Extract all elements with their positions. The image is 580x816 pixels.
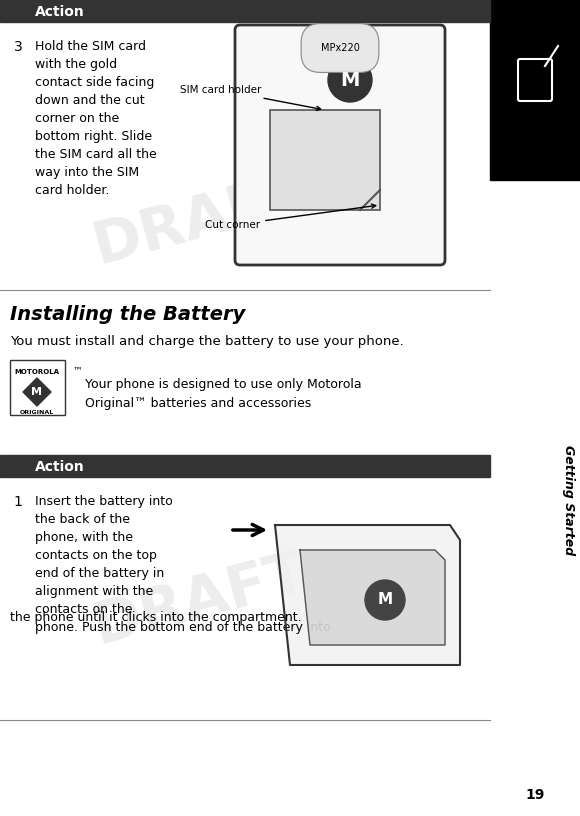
Bar	[0, 455, 490, 477]
Text: 3: 3	[13, 40, 23, 54]
Text: ™: ™	[73, 365, 83, 375]
Text: Hold the SIM card
with the gold
contact side facing
down and the cut
corner on t: Hold the SIM card with the gold contact …	[35, 40, 157, 197]
FancyBboxPatch shape	[235, 25, 445, 265]
Text: Cut corner: Cut corner	[205, 204, 376, 230]
Text: Insert the battery into
the back of the
phone, with the
contacts on the top
end : Insert the battery into the back of the …	[35, 495, 331, 634]
Text: DRAFT: DRAFT	[87, 164, 313, 276]
Text: DRAFT: DRAFT	[87, 544, 313, 656]
FancyBboxPatch shape	[10, 360, 65, 415]
Bar	[0, 0, 490, 22]
Text: the phone until it clicks into the compartment.: the phone until it clicks into the compa…	[10, 611, 302, 624]
Text: You must install and charge the battery to use your phone.: You must install and charge the battery …	[10, 335, 404, 348]
Text: M: M	[340, 70, 360, 90]
Text: ORIGINAL: ORIGINAL	[20, 410, 54, 415]
Text: Getting Started: Getting Started	[561, 445, 575, 555]
Text: 1: 1	[13, 495, 23, 509]
Text: MPx220: MPx220	[321, 43, 360, 53]
Polygon shape	[23, 378, 51, 406]
Text: M: M	[31, 387, 42, 397]
Text: M: M	[378, 592, 393, 607]
Text: Action: Action	[35, 460, 85, 474]
Text: Action: Action	[35, 5, 85, 19]
Polygon shape	[300, 550, 445, 645]
Bar	[490, 0, 580, 180]
FancyBboxPatch shape	[270, 110, 380, 210]
Circle shape	[328, 58, 372, 102]
Text: Installing the Battery: Installing the Battery	[10, 305, 245, 324]
Circle shape	[365, 580, 405, 620]
Text: SIM card holder: SIM card holder	[180, 85, 321, 110]
Text: MOTOROLA: MOTOROLA	[14, 369, 60, 375]
Text: 19: 19	[525, 788, 545, 802]
Polygon shape	[275, 525, 460, 665]
Text: Your phone is designed to use only Motorola
Original™ batteries and accessories: Your phone is designed to use only Motor…	[85, 378, 361, 410]
